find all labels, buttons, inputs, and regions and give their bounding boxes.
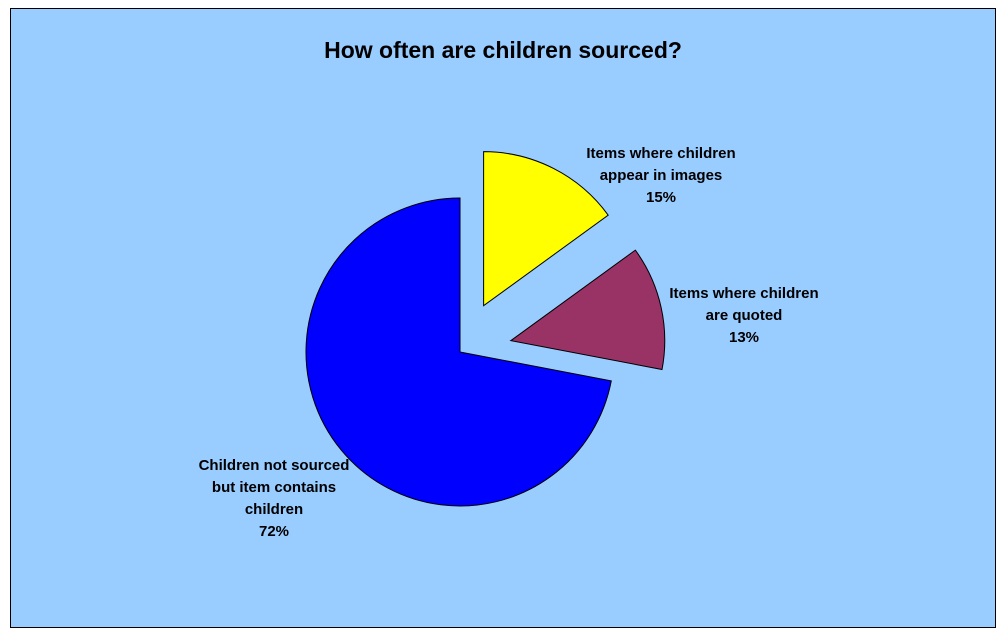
slice-label-images-percent: 15% — [645, 189, 677, 206]
pie-chart — [305, 151, 666, 507]
slice-label-not-sourced-percent: 72% — [258, 523, 290, 540]
slice-label-not-sourced: Children not sourced but item contains c… — [159, 455, 389, 543]
slice-label-images: Items where children appear in images 15… — [551, 143, 771, 209]
pie-slice-quoted — [509, 249, 666, 371]
chart-area: How often are children sourced? Items wh… — [10, 8, 996, 628]
slice-label-quoted: Items where children are quoted 13% — [629, 283, 859, 349]
slice-label-not-sourced-line1: Children not sourced — [198, 457, 350, 474]
pie-slice-images — [483, 151, 609, 307]
pie-slice-not-sourced — [305, 197, 612, 507]
slice-label-images-line1: Items where children — [586, 145, 736, 162]
slice-label-quoted-line2: are quoted — [705, 307, 783, 324]
slice-label-quoted-line1: Items where children — [669, 285, 819, 302]
slice-label-not-sourced-line3: children — [244, 501, 304, 518]
slice-label-images-line2: appear in images — [599, 167, 723, 184]
slice-label-quoted-percent: 13% — [728, 329, 760, 346]
slice-label-not-sourced-line2: but item contains — [211, 479, 337, 496]
chart-title: How often are children sourced? — [324, 37, 682, 63]
